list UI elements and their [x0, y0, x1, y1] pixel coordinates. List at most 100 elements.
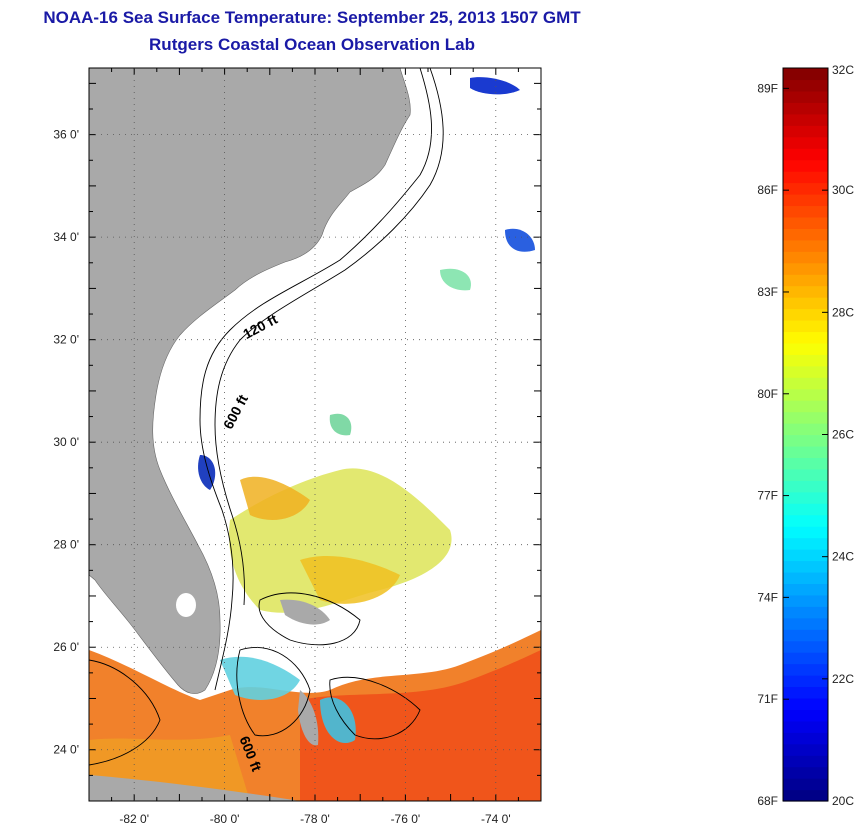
- lon-tick-label: -82 0': [119, 812, 149, 826]
- colorbar-band: [783, 571, 828, 584]
- colorbar-band: [783, 125, 828, 138]
- isobath-line: [236, 646, 311, 737]
- colorbar-band: [783, 445, 828, 459]
- mid-sst-region: [300, 555, 400, 604]
- colorbar-band: [783, 686, 828, 699]
- lat-tick-label: 36 0': [53, 128, 79, 142]
- colorbar-band: [783, 583, 828, 596]
- colorbar-band: [783, 251, 828, 264]
- celsius-label: 26C: [832, 428, 854, 442]
- colorbar-band: [783, 182, 828, 195]
- fahrenheit-label: 68F: [757, 794, 778, 808]
- cold-sst-patch: [470, 77, 520, 95]
- fahrenheit-label: 74F: [757, 590, 778, 604]
- map-frame: [88, 67, 542, 802]
- colorbar-band: [783, 331, 828, 344]
- isobath-line: [214, 68, 444, 606]
- land-mass: [89, 775, 300, 801]
- colorbar-band: [783, 617, 828, 630]
- colorbar-band: [783, 640, 828, 653]
- colorbar-band: [783, 171, 828, 184]
- lon-tick-label: -74 0': [481, 812, 511, 826]
- colorbar-band: [783, 274, 828, 287]
- fahrenheit-label: 86F: [757, 183, 778, 197]
- colorbar-band: [783, 434, 828, 447]
- colorbar-band: [783, 675, 828, 688]
- colorbar-band: [783, 732, 828, 745]
- colorbar-band: [783, 549, 828, 562]
- colorbar-band: [783, 113, 828, 126]
- colorbar-band: [783, 354, 828, 367]
- colorbar-band: [783, 79, 828, 92]
- fahrenheit-label: 83F: [757, 285, 778, 299]
- cold-sst-patch: [198, 455, 216, 490]
- colorbar-band: [783, 193, 828, 207]
- colorbar-band: [783, 594, 828, 607]
- lat-tick-label: 34 0': [53, 230, 79, 244]
- colorbar-band: [783, 148, 828, 161]
- mid-sst-region: [240, 476, 310, 520]
- colorbar-band: [783, 789, 828, 802]
- celsius-label: 20C: [832, 794, 854, 808]
- colorbar-band: [783, 468, 828, 481]
- colorbar-band: [783, 102, 828, 115]
- cold-sst-patch: [505, 228, 535, 252]
- colorbar-band: [783, 743, 828, 756]
- colorbar-band: [783, 205, 828, 218]
- colorbar-band: [783, 766, 828, 779]
- colorbar-band: [783, 365, 828, 378]
- fahrenheit-label: 89F: [757, 81, 778, 95]
- mid-sst-region: [440, 268, 471, 291]
- colorbar-band: [783, 629, 828, 642]
- colorbar-band: [783, 262, 828, 275]
- celsius-label: 32C: [832, 63, 854, 77]
- isobath-line: [329, 676, 421, 740]
- colorbar-band: [783, 68, 828, 81]
- fahrenheit-labels: 89F 86F 83F 80F 77F 74F 71F 68F: [757, 81, 789, 808]
- colorbar-band: [783, 342, 828, 355]
- colorbar-band: [783, 159, 828, 172]
- celsius-label: 28C: [832, 305, 854, 319]
- isobath-line: [89, 659, 161, 766]
- isobath-line: [199, 68, 432, 691]
- isobath-line: [258, 592, 361, 646]
- fahrenheit-label: 77F: [757, 489, 778, 503]
- colorbar-band: [783, 663, 828, 676]
- lat-tick-label: 26 0': [53, 640, 79, 654]
- cool-sst-region: [320, 697, 356, 744]
- colorbar-band: [783, 480, 828, 493]
- celsius-labels: 32C 30C 28C 26C 24C 22C 20C: [822, 63, 854, 808]
- colorbar-band: [783, 560, 828, 573]
- colorbar-band: [783, 503, 828, 516]
- lon-tick-label: -76 0': [391, 812, 421, 826]
- lon-tick-label: -78 0': [300, 812, 330, 826]
- colorbar-band: [783, 136, 828, 149]
- colorbar-band: [783, 709, 828, 722]
- colorbar-band: [783, 697, 828, 710]
- colorbar-band: [783, 90, 828, 103]
- map-subtitle: Rutgers Coastal Ocean Observation Lab: [149, 35, 475, 54]
- colorbar-band: [783, 778, 828, 791]
- lake-okeechobee: [176, 593, 196, 617]
- colorbar-band: [783, 297, 828, 310]
- lat-tick-label: 24 0': [53, 743, 79, 757]
- bathymetry-contours: [89, 68, 444, 766]
- lon-tick-label: -80 0': [210, 812, 240, 826]
- colorbar-band: [783, 652, 828, 665]
- colorbar-band: [783, 720, 828, 733]
- colorbar-band: [783, 377, 828, 390]
- land-mass: [89, 68, 411, 694]
- longitude-labels: -82 0' -80 0' -78 0' -76 0' -74 0': [119, 812, 510, 826]
- colorbar-band: [783, 537, 828, 550]
- lat-tick-label: 28 0': [53, 538, 79, 552]
- celsius-label: 30C: [832, 183, 854, 197]
- land-mass: [280, 599, 330, 625]
- celsius-label: 24C: [832, 550, 854, 564]
- colorbar-band: [783, 491, 828, 504]
- lat-tick-label: 32 0': [53, 333, 79, 347]
- colorbar-band: [783, 285, 828, 298]
- colorbar-band: [783, 319, 828, 333]
- colorbar-band: [783, 411, 828, 424]
